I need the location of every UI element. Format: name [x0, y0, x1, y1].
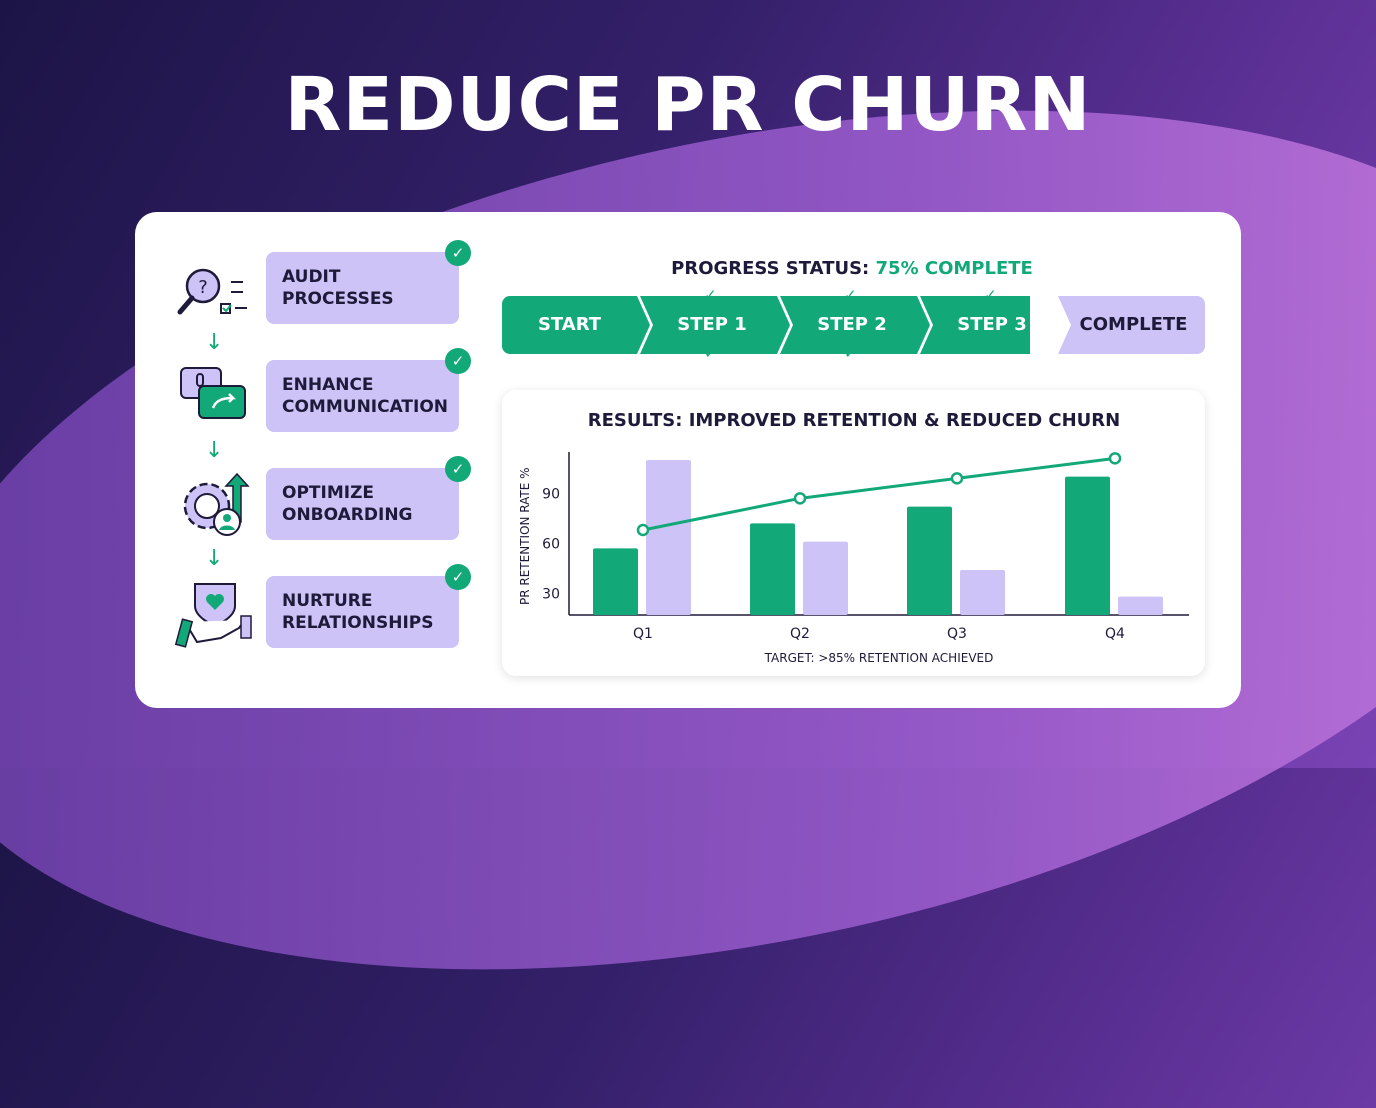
y-tick-label: 60: [542, 536, 560, 552]
x-axis-label: TARGET: >85% RETENTION ACHIEVED: [764, 651, 994, 665]
check-icon: ✓: [704, 344, 717, 362]
stage-step-2: STEP 2: [817, 314, 887, 335]
step-enhance-communication[interactable]: ENHANCE COMMUNICATION ✓: [266, 348, 471, 432]
check-icon: ✓: [445, 564, 471, 590]
chat-bubbles-icon: [180, 367, 246, 419]
progress-bar: START STEP 1 STEP 2 STEP 3 COMPLETE ✓ ✓ …: [502, 286, 1205, 362]
results-chart-card: RESULTS: IMPROVED RETENTION & REDUCED CH…: [502, 390, 1205, 676]
stage-step-1: STEP 1: [677, 314, 747, 335]
down-arrow-icon: ↓: [205, 438, 224, 463]
step-label: PROCESSES: [282, 289, 394, 309]
trend-point: [1108, 452, 1122, 465]
svg-text:?: ?: [198, 277, 208, 298]
churn-bar: [1118, 596, 1163, 615]
magnifier-checklist-icon: ?: [177, 268, 247, 315]
check-icon: ✓: [445, 456, 471, 482]
check-icon: ✓: [704, 286, 717, 304]
check-icon: ✓: [844, 286, 857, 304]
trend-point: [636, 523, 650, 537]
trend-point: [793, 492, 807, 505]
retention-bar: [750, 523, 795, 615]
step-label: OPTIMIZE: [282, 483, 375, 503]
step-label: AUDIT: [282, 267, 341, 287]
retention-bar: [907, 506, 952, 615]
step-label: ENHANCE: [282, 375, 374, 395]
step-label: COMMUNICATION: [282, 397, 449, 417]
y-tick-label: 30: [542, 586, 560, 602]
trend-line: [642, 456, 1116, 532]
progress-label: PROGRESS STATUS:: [671, 258, 870, 279]
results-chart: RESULTS: IMPROVED RETENTION & REDUCED CH…: [518, 410, 1189, 665]
down-arrow-icon: ↓: [205, 546, 224, 571]
retention-bar: [593, 548, 638, 615]
churn-bar: [646, 460, 691, 615]
step-optimize-onboarding[interactable]: OPTIMIZE ONBOARDING ✓: [266, 456, 471, 540]
step-label: RELATIONSHIPS: [282, 613, 434, 633]
step-label: NURTURE: [282, 591, 373, 611]
x-tick-label: Q1: [633, 626, 653, 642]
stage-start: START: [537, 314, 602, 335]
stage-step-3: STEP 3: [957, 314, 1027, 335]
chart-title: RESULTS: IMPROVED RETENTION & REDUCED CH…: [588, 410, 1120, 431]
check-icon: ✓: [445, 348, 471, 374]
heart-handshake-icon: [175, 583, 252, 648]
stage-complete: COMPLETE: [1079, 314, 1188, 335]
progress-value: 75% COMPLETE: [875, 258, 1033, 279]
trend-point: [950, 472, 964, 485]
main-card: ? ↓ ↓ ↓ AUDIT PROCESSES ✓ ENHANCE COMMUNICA…: [135, 212, 1241, 708]
churn-bar: [803, 541, 848, 615]
check-icon: ✓: [984, 286, 997, 304]
page-title: REDUCE PR CHURN: [284, 62, 1092, 148]
progress-title: PROGRESS STATUS: 75% COMPLETE: [500, 258, 1204, 279]
step-label: ONBOARDING: [282, 505, 413, 525]
step-nurture-relationships[interactable]: NURTURE RELATIONSHIPS ✓: [266, 564, 471, 648]
check-icon: ✓: [445, 240, 471, 266]
gear-user-icon: [183, 472, 250, 536]
retention-bar: [1065, 476, 1110, 615]
step-audit-processes[interactable]: AUDIT PROCESSES ✓: [266, 240, 471, 324]
check-icon: ✓: [844, 344, 857, 362]
x-tick-label: Q3: [947, 626, 967, 642]
y-axis-label: PR RETENTION RATE %: [518, 467, 532, 605]
down-arrow-icon: ↓: [205, 330, 224, 355]
x-tick-label: Q4: [1105, 626, 1125, 642]
progress-chevrons: [502, 296, 1205, 354]
y-tick-label: 90: [542, 486, 560, 502]
churn-bar: [960, 570, 1005, 615]
x-tick-label: Q2: [790, 626, 810, 642]
